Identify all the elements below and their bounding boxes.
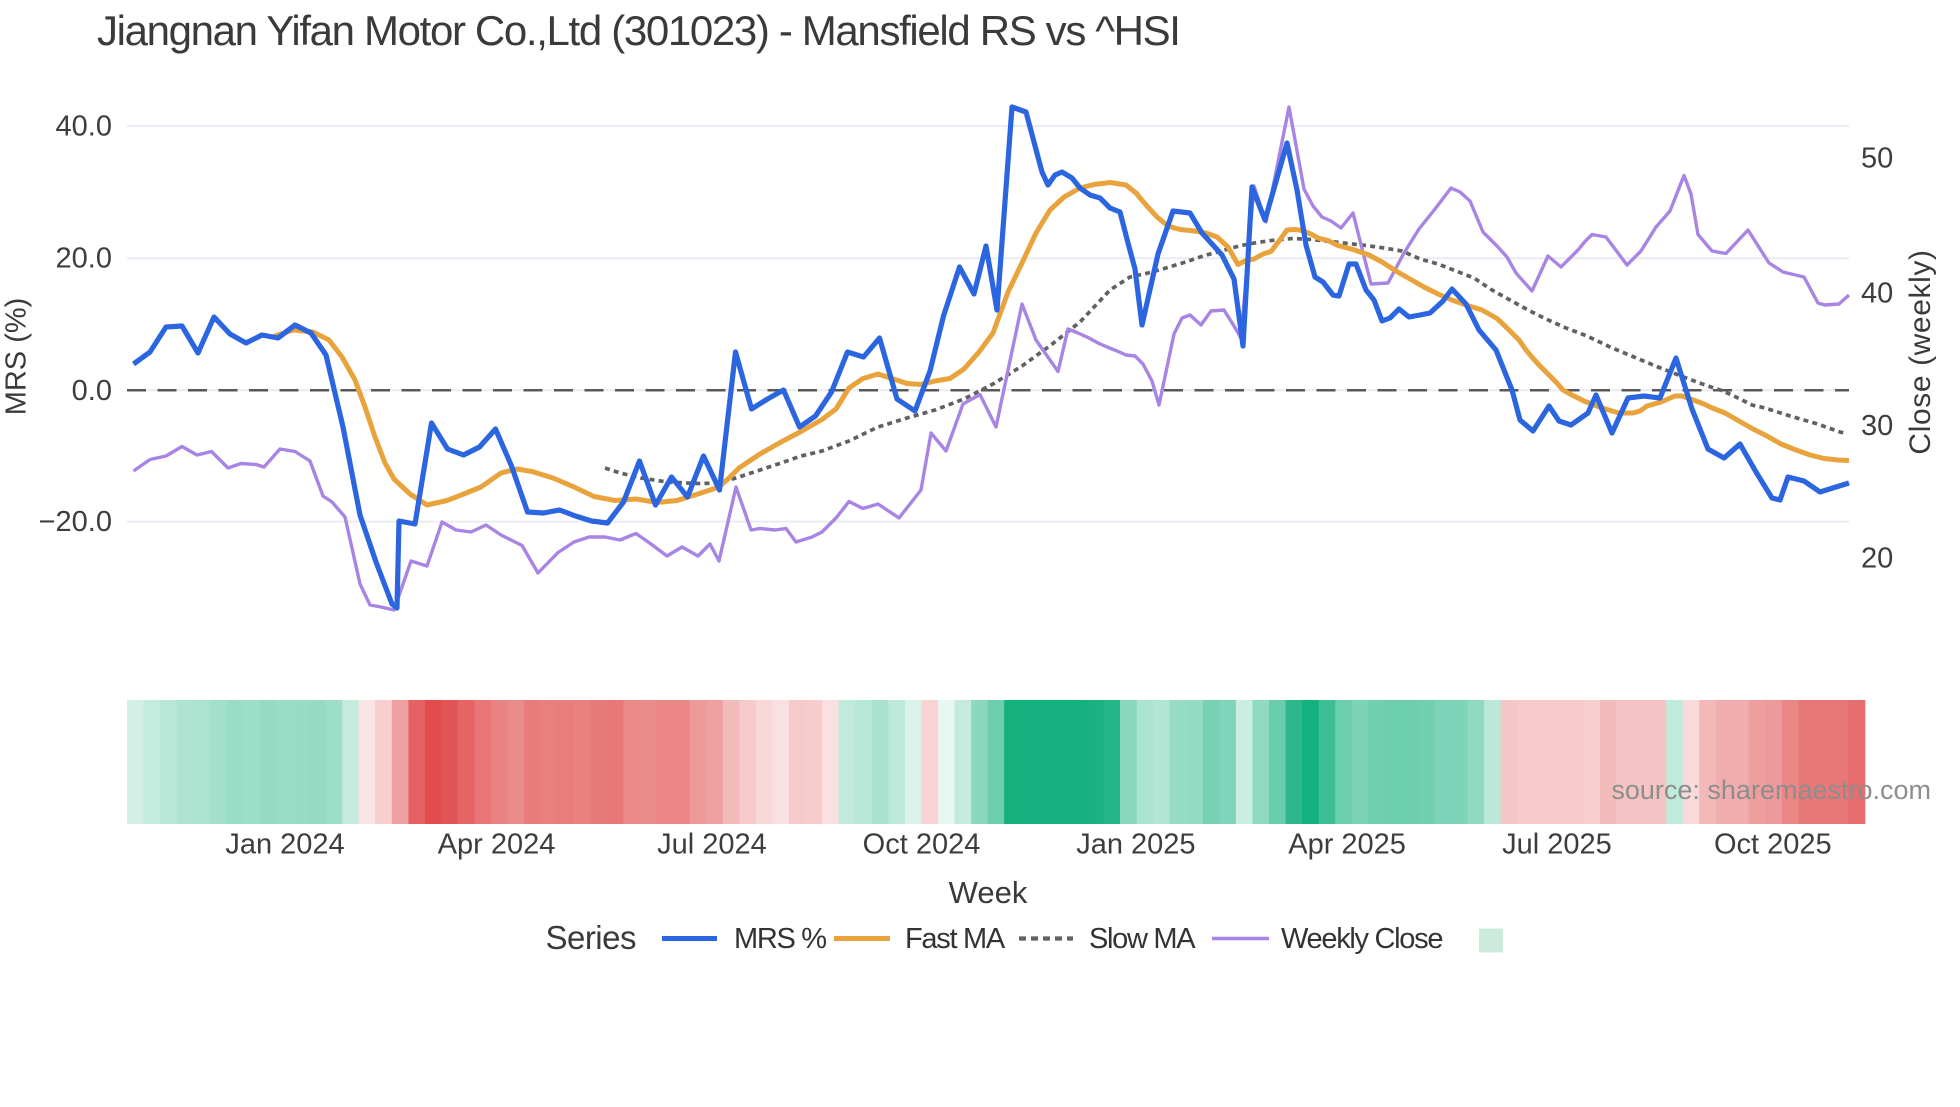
svg-text:40.0: 40.0 <box>56 111 112 143</box>
svg-text:Series: Series <box>545 919 636 956</box>
svg-text:Week: Week <box>949 875 1028 910</box>
svg-text:Jan 2025: Jan 2025 <box>1076 829 1195 861</box>
svg-text:Jan 2024: Jan 2024 <box>225 829 344 861</box>
svg-text:Jiangnan Yifan Motor Co.,Ltd (: Jiangnan Yifan Motor Co.,Ltd (301023) - … <box>97 7 1180 54</box>
svg-text:Oct 2025: Oct 2025 <box>1714 829 1832 861</box>
svg-text:source: sharemaestro.com: source: sharemaestro.com <box>1611 775 1931 805</box>
svg-text:Slow MA: Slow MA <box>1089 923 1196 955</box>
svg-text:Apr 2024: Apr 2024 <box>438 829 556 861</box>
svg-text:20: 20 <box>1861 543 1893 575</box>
svg-text:Apr 2025: Apr 2025 <box>1288 829 1406 861</box>
svg-text:30: 30 <box>1861 410 1893 442</box>
svg-text:−20.0: −20.0 <box>39 506 112 538</box>
svg-text:MRS (%): MRS (%) <box>1 298 33 416</box>
svg-text:Jul 2025: Jul 2025 <box>1502 829 1612 861</box>
svg-text:Close (weekly): Close (weekly) <box>1904 249 1937 454</box>
svg-text:20.0: 20.0 <box>56 243 112 275</box>
svg-text:40: 40 <box>1861 278 1893 310</box>
svg-text:Fast MA: Fast MA <box>905 923 1006 955</box>
svg-text:Jul 2024: Jul 2024 <box>657 829 767 861</box>
svg-text:Weekly Close: Weekly Close <box>1281 923 1442 955</box>
svg-text:50: 50 <box>1861 143 1893 175</box>
svg-text:MRS %: MRS % <box>734 923 826 955</box>
svg-text:Oct 2024: Oct 2024 <box>863 829 981 861</box>
svg-text:0.0: 0.0 <box>72 375 112 407</box>
